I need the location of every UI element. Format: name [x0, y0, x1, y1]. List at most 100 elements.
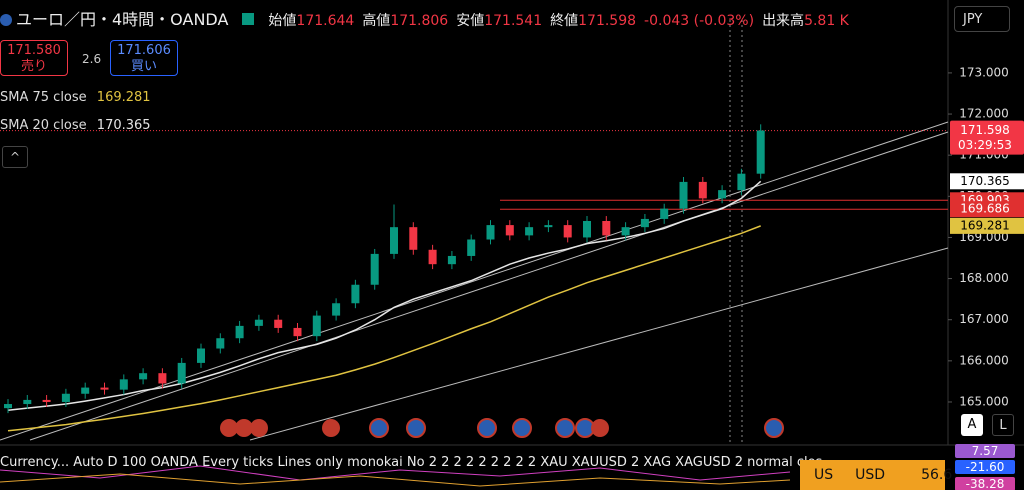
value: 171.541 [484, 13, 543, 29]
candle-body [447, 255, 456, 265]
candle-body [756, 130, 765, 174]
log-scale-button[interactable]: L [992, 414, 1014, 436]
candle-body [525, 227, 534, 236]
event-icon [220, 419, 238, 437]
indicator-value: 169.281 [96, 90, 151, 105]
sma-tag-label: 169.281 [960, 218, 1010, 232]
candle-body [737, 173, 746, 191]
side-value: -38.28 [955, 477, 1015, 490]
candle-body [23, 399, 32, 405]
side-value: -21.60 [955, 460, 1015, 474]
candle-body [660, 208, 669, 219]
y-tick-label: 165.000 [959, 394, 1009, 408]
sma-tag [950, 173, 1024, 190]
candle-body [61, 393, 70, 402]
value: 5.81 K [804, 13, 849, 29]
candle-body [583, 220, 591, 238]
event-icon [764, 418, 784, 438]
candle-body [428, 249, 437, 265]
candle-body [4, 404, 12, 409]
sma-line [7, 225, 761, 432]
value: 171.806 [390, 13, 449, 29]
candle-body [293, 327, 302, 337]
event-icon [406, 418, 426, 438]
candle-body [254, 319, 263, 326]
label: 安値 [456, 13, 485, 29]
symbol-icon [0, 14, 12, 26]
trend-line [249, 247, 949, 441]
symbol: ユーロ／円・4時間・OANDA [16, 10, 229, 29]
flag-icon [242, 13, 255, 25]
trend-line [0, 121, 949, 441]
event-icon [322, 419, 340, 437]
candle-body [158, 373, 167, 384]
candle-body [119, 379, 128, 390]
candle-body [467, 239, 476, 256]
label: 始値 [268, 13, 297, 29]
y-tick-label: 166.000 [959, 353, 1009, 367]
trend-lines [0, 121, 949, 441]
indicator-name: SMA 20 close [0, 118, 87, 133]
currency-select[interactable]: JPY [954, 6, 1010, 32]
change: -0.043 (-0.03%) [644, 13, 755, 29]
indicator-legend: SMA 75 close 169.281 [0, 90, 151, 105]
sma-tag [950, 217, 1024, 234]
candle-body [370, 253, 379, 285]
event-icon [369, 418, 389, 438]
spread: 2.6 [82, 52, 102, 66]
indicator-status: Currency... Auto D 100 OANDA Every ticks… [0, 455, 823, 470]
sell-label: 売り [20, 59, 47, 74]
indicator-name: SMA 75 close [0, 90, 87, 105]
y-tick-label: 172.000 [959, 107, 1009, 121]
candle-body [679, 181, 688, 209]
candle-body [563, 225, 572, 238]
event-icon [555, 418, 575, 438]
indicator-legend: SMA 20 close 170.365 [0, 118, 151, 133]
price-tag [950, 201, 1024, 218]
event-icon [512, 418, 532, 438]
event-icon [235, 419, 253, 437]
buy-label: 買い [130, 59, 157, 74]
unit: USD [855, 467, 886, 483]
candle-body [42, 399, 51, 402]
candle-body [312, 315, 321, 337]
value: 171.598 [578, 13, 637, 29]
auto-scale-button[interactable]: A [961, 414, 983, 436]
collapse-button[interactable]: ^ [2, 146, 28, 168]
candle-body [177, 362, 186, 384]
candle-body [544, 225, 553, 228]
sell-price: 171.580 [7, 43, 61, 58]
value: 56.6 [921, 467, 953, 483]
sma-tag-label: 170.365 [960, 174, 1010, 188]
candle-body [351, 284, 360, 304]
sell-button[interactable]: 171.580 売り [0, 40, 68, 76]
candle-body [640, 218, 649, 228]
price-tag-label: 169.686 [960, 202, 1010, 216]
event-icon [477, 418, 497, 438]
buy-button[interactable]: 171.606 買い [110, 40, 178, 76]
candle-body [486, 225, 495, 240]
side-value: 7.57 [955, 444, 1015, 458]
y-tick-label: 173.000 [959, 65, 1009, 79]
y-tick-label: 168.000 [959, 271, 1009, 285]
buy-price: 171.606 [117, 43, 171, 58]
candle-body [409, 227, 418, 250]
last-price-label: 171.598 [960, 123, 1010, 137]
price-axis-panel [948, 0, 1024, 490]
y-tick-label: 167.000 [959, 312, 1009, 326]
trend-line [29, 131, 949, 441]
event-icons [220, 418, 784, 438]
candle-body [139, 373, 148, 380]
oscillator-line [0, 465, 791, 481]
currency-strength-box: US USD 56.6 [800, 460, 952, 490]
label: 出来高 [762, 13, 805, 29]
country: US [814, 467, 834, 483]
candle-body [197, 348, 205, 363]
header: ユーロ／円・4時間・OANDA 始値171.644 高値171.806 安値171.5… [0, 6, 857, 29]
candle-body [602, 220, 611, 236]
label: 終値 [550, 13, 579, 29]
label: 高値 [362, 13, 391, 29]
sma-line [7, 180, 762, 411]
countdown: 03:29:53 [958, 138, 1012, 152]
